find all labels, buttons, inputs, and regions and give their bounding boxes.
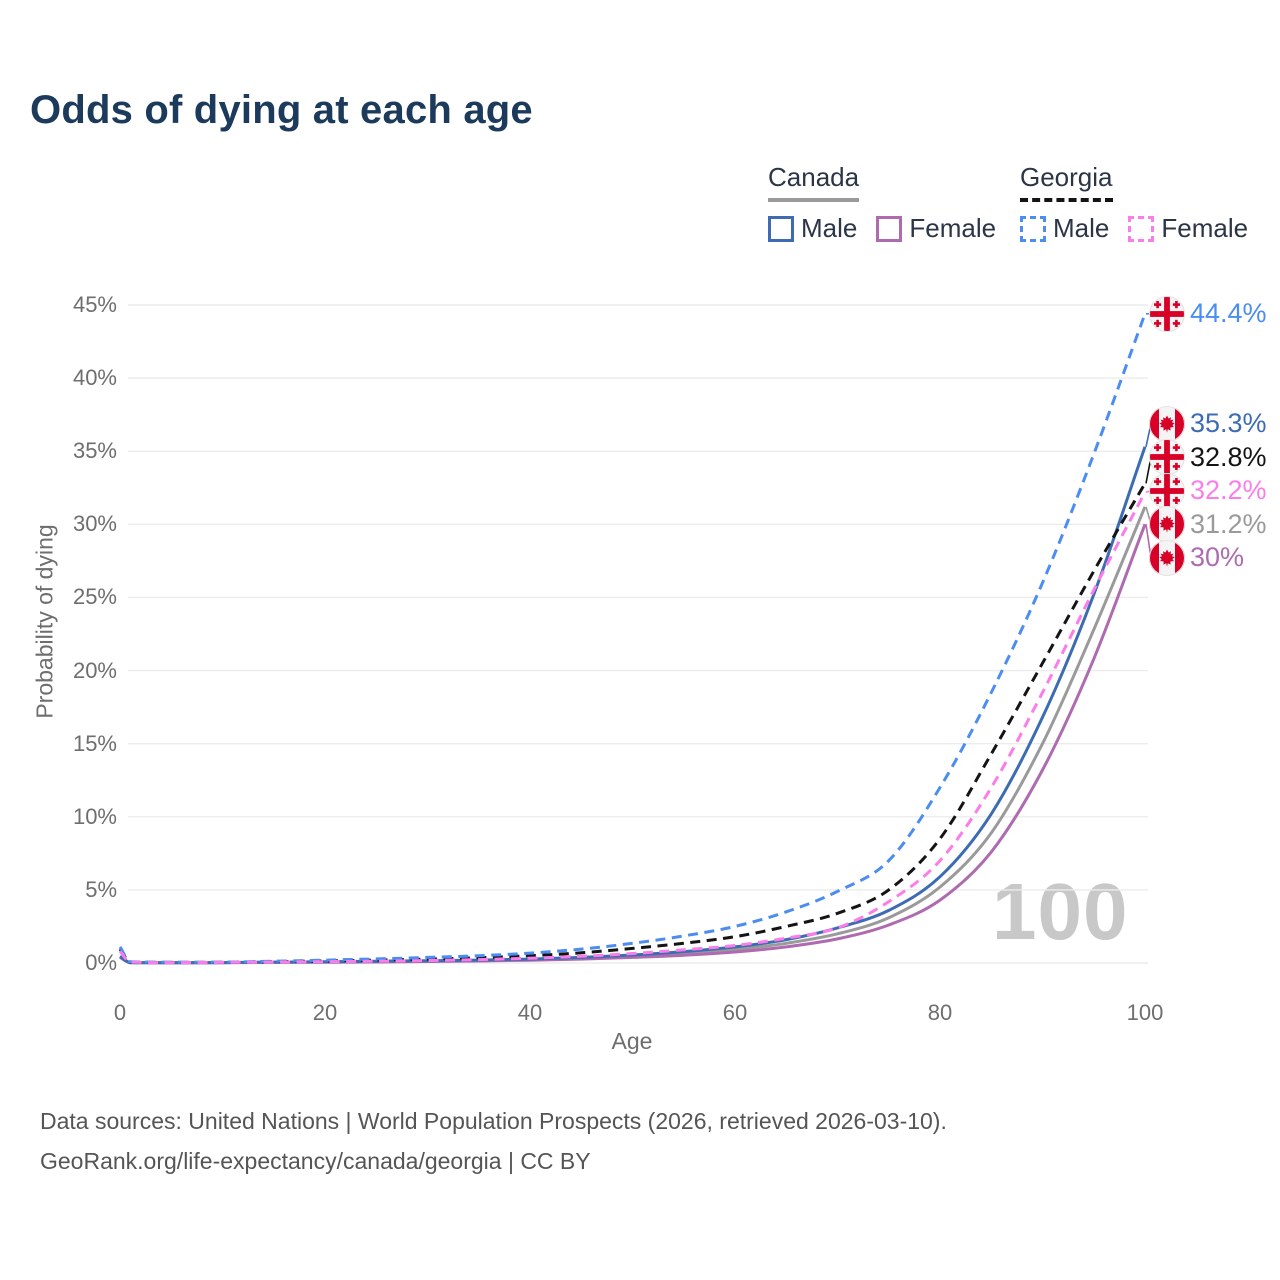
x-tick-label: 60 bbox=[722, 1000, 748, 1025]
end-label-georgia-both-sexes: 32.8% bbox=[1149, 439, 1267, 475]
georgia-female-swatch-icon bbox=[1128, 215, 1155, 242]
canada-flag-icon bbox=[1149, 506, 1185, 542]
x-tick-label: 100 bbox=[1126, 1000, 1164, 1025]
x-tick-label: 40 bbox=[517, 1000, 543, 1025]
legend-item-canada-male[interactable]: Male bbox=[768, 213, 857, 244]
attribution-link-text[interactable]: GeoRank.org/life-expectancy/canada/georg… bbox=[40, 1148, 591, 1174]
y-tick-label: 0% bbox=[85, 950, 117, 975]
page-title: Odds of dying at each age bbox=[30, 88, 533, 132]
georgia-flag-icon bbox=[1149, 473, 1185, 509]
end-value-label: 31.2% bbox=[1190, 508, 1267, 539]
watermark-age-100: 100 bbox=[992, 867, 1129, 956]
y-axis-title: Probability of dying bbox=[31, 524, 58, 719]
legend-item-georgia-male[interactable]: Male bbox=[1020, 213, 1109, 244]
legend-item-canada-female[interactable]: Female bbox=[876, 213, 996, 244]
end-value-label: 32.2% bbox=[1190, 475, 1267, 506]
y-tick-label: 25% bbox=[72, 584, 117, 610]
end-label-canada-female: 30% bbox=[1149, 540, 1244, 576]
end-value-label: 35.3% bbox=[1190, 408, 1267, 439]
x-axis-title: Age bbox=[611, 1028, 653, 1054]
x-tick-label: 0 bbox=[113, 1000, 127, 1025]
georgia-male-swatch-icon bbox=[1020, 215, 1046, 242]
end-value-label: 44.4% bbox=[1190, 298, 1267, 329]
end-label-canada-male: 35.3% bbox=[1149, 406, 1267, 442]
legend-label: Female bbox=[909, 213, 997, 243]
y-tick-label: 5% bbox=[85, 876, 117, 902]
georgia-flag-icon bbox=[1149, 439, 1185, 475]
y-tick-label: 35% bbox=[72, 438, 117, 464]
y-tick-label: 10% bbox=[72, 803, 117, 829]
x-tick-label: 80 bbox=[927, 1000, 953, 1025]
y-tick-label: 15% bbox=[72, 730, 117, 756]
canada-male-swatch-icon bbox=[768, 215, 794, 242]
data-sources-text: Data sources: United Nations | World Pop… bbox=[40, 1108, 947, 1134]
end-label-georgia-female: 32.2% bbox=[1149, 473, 1267, 509]
legend-header-canada: Canada bbox=[768, 162, 860, 202]
legend-group-georgia: Georgia Male Female bbox=[1020, 162, 1267, 244]
y-tick-label: 20% bbox=[72, 657, 117, 683]
end-value-label: 32.8% bbox=[1190, 441, 1267, 472]
legend-label: Female bbox=[1161, 213, 1249, 243]
canada-female-swatch-icon bbox=[876, 215, 903, 242]
y-tick-label: 45% bbox=[72, 292, 117, 317]
x-tick-label: 20 bbox=[312, 1000, 338, 1025]
legend-label: Male bbox=[1053, 213, 1110, 243]
georgia-flag-icon bbox=[1149, 296, 1185, 332]
canada-flag-icon bbox=[1149, 406, 1185, 442]
legend-item-georgia-female[interactable]: Female bbox=[1128, 213, 1248, 244]
end-label-georgia-male: 44.4% bbox=[1149, 296, 1267, 332]
y-tick-label: 30% bbox=[72, 511, 117, 537]
end-value-label: 30% bbox=[1190, 542, 1245, 573]
legend-label: Male bbox=[801, 213, 858, 243]
legend-header-georgia: Georgia bbox=[1020, 162, 1113, 202]
canada-flag-icon bbox=[1149, 540, 1185, 576]
y-tick-label: 40% bbox=[72, 365, 117, 391]
end-label-canada-both-sexes: 31.2% bbox=[1149, 506, 1267, 542]
legend-group-canada: Canada Male Female bbox=[768, 162, 1015, 244]
